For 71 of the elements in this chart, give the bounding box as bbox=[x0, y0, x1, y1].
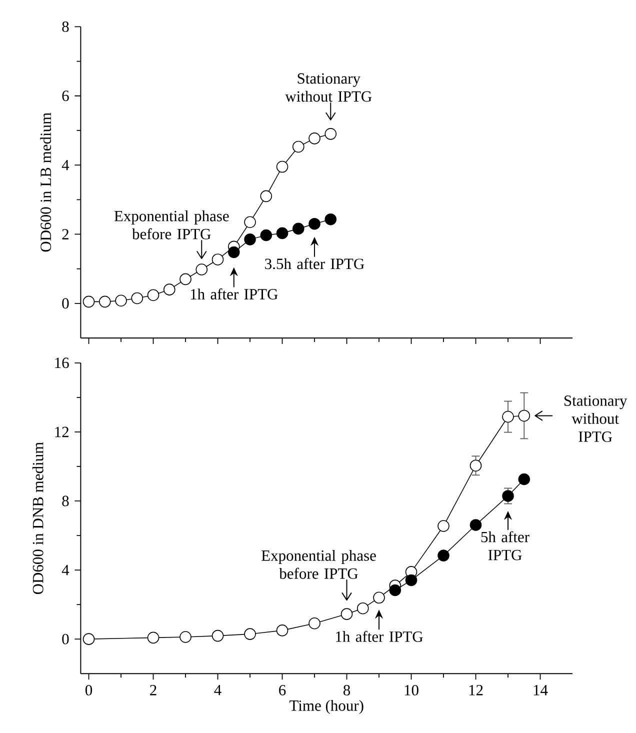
annotation: 5h after IPTG bbox=[481, 531, 530, 560]
x-tick-label: 12 bbox=[469, 684, 483, 696]
x-tick-label: 6 bbox=[279, 684, 286, 696]
point bbox=[196, 264, 208, 276]
annotation: Stationary without IPTG bbox=[564, 396, 628, 442]
point bbox=[438, 520, 450, 532]
annotation: 1h after IPTG bbox=[190, 288, 278, 300]
point bbox=[308, 132, 320, 144]
point bbox=[324, 128, 337, 140]
annotation: 1h after IPTG bbox=[336, 630, 423, 642]
x-tick-label: 0 bbox=[85, 684, 92, 696]
point bbox=[292, 140, 304, 153]
x-tick-label: 10 bbox=[404, 684, 418, 696]
point bbox=[470, 519, 482, 531]
annotation: Exponential phase before IPTG bbox=[262, 550, 376, 579]
point bbox=[438, 550, 450, 562]
x-tick-label: 4 bbox=[214, 684, 222, 696]
point bbox=[470, 460, 482, 472]
y-tick-label: 8 bbox=[62, 21, 69, 32]
point bbox=[260, 190, 272, 202]
point bbox=[356, 602, 369, 614]
point bbox=[389, 584, 402, 596]
annotation: 3.5h after IPTG bbox=[265, 258, 364, 270]
annotation: Stationary without IPTG bbox=[285, 73, 372, 102]
point bbox=[340, 608, 353, 620]
point bbox=[502, 490, 514, 502]
point bbox=[98, 296, 111, 308]
point bbox=[276, 227, 288, 240]
y-axis-title: OD600 in LB medium bbox=[40, 112, 52, 252]
point bbox=[244, 628, 256, 640]
x-tick-label: 14 bbox=[534, 684, 548, 696]
point bbox=[518, 410, 530, 422]
point bbox=[212, 630, 224, 642]
point bbox=[163, 284, 176, 296]
point bbox=[502, 410, 514, 423]
y-tick-label: 4 bbox=[62, 564, 70, 576]
x-tick-label: 2 bbox=[150, 684, 156, 696]
y-tick-label: 4 bbox=[62, 160, 70, 170]
point bbox=[292, 222, 304, 235]
point bbox=[180, 273, 192, 286]
point bbox=[244, 234, 256, 246]
x-axis-title: Time (hour) bbox=[289, 700, 364, 714]
point bbox=[212, 254, 224, 266]
point bbox=[276, 624, 288, 636]
point bbox=[131, 292, 144, 304]
point bbox=[147, 632, 160, 644]
point bbox=[308, 617, 320, 630]
point bbox=[276, 160, 288, 173]
point bbox=[308, 218, 320, 230]
y-tick-label: 6 bbox=[62, 90, 69, 102]
point bbox=[228, 246, 240, 258]
y-tick-label: 16 bbox=[55, 358, 69, 368]
point bbox=[180, 631, 192, 643]
y-tick-label: 8 bbox=[62, 496, 69, 506]
point bbox=[518, 473, 530, 486]
point bbox=[260, 229, 272, 242]
point bbox=[244, 216, 256, 228]
point bbox=[405, 574, 418, 586]
point bbox=[373, 592, 385, 604]
point bbox=[115, 294, 127, 307]
y-tick-label: 12 bbox=[55, 426, 68, 438]
x-tick-label: 8 bbox=[343, 684, 350, 696]
point bbox=[147, 289, 160, 302]
point bbox=[324, 213, 337, 226]
point bbox=[82, 296, 95, 308]
point bbox=[82, 633, 95, 645]
y-tick-label: 0 bbox=[62, 634, 69, 644]
y-axis-title: OD600 in DNB medium bbox=[32, 442, 44, 594]
y-tick-label: 0 bbox=[62, 298, 69, 309]
annotation: Exponential phase before IPTG bbox=[114, 210, 229, 240]
y-tick-label: 2 bbox=[62, 229, 68, 240]
